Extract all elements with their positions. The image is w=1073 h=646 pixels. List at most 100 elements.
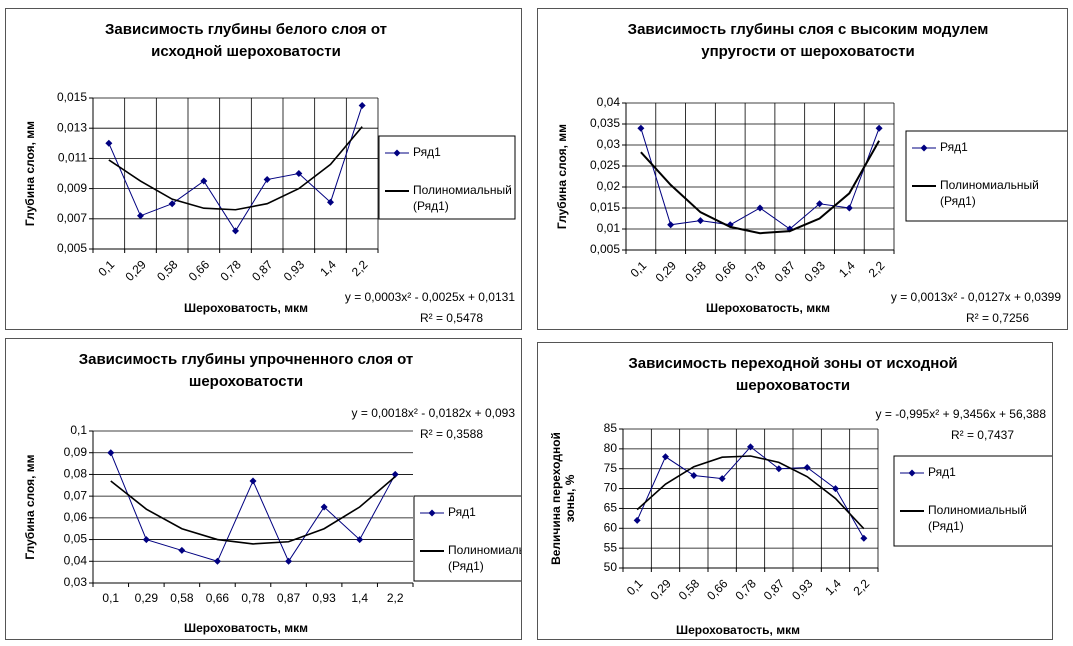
y-tick-label: 65 [604,501,618,515]
r-squared: R² = 0,5478 [420,311,483,325]
data-point [832,485,839,493]
data-point [860,534,868,542]
x-tick-label: 0,87 [761,576,788,603]
x-tick-label: 0,29 [653,258,680,285]
x-tick-label: 0,87 [249,257,276,284]
data-point [107,449,115,457]
x-tick-label: 0,93 [789,576,816,603]
data-point [637,124,645,132]
x-axis-title: Шероховатость, мкм [184,301,308,315]
data-point [662,453,669,461]
x-tick-label: 0,58 [154,257,181,284]
x-tick-label: 0,1 [95,257,117,279]
data-point [178,546,186,554]
legend-box [893,455,1052,547]
y-tick-label: 0,015 [590,200,620,214]
chart-panel: 0,03 0,04 0,05 0,06 0,07 0,08 0,09 0,1 0,1 0,29 0,… [5,338,522,640]
x-tick-label: 0,1 [628,258,650,280]
x-tick-label: 0,58 [170,591,194,605]
data-line [636,446,865,539]
x-tick-label: 0,1 [102,591,119,605]
x-tick-label: 0,58 [682,258,709,285]
data-point [696,217,704,225]
y-tick-label: 0,011 [58,151,87,165]
trend-line [636,455,865,530]
data-point [168,200,176,208]
x-tick-label: 0,29 [135,591,159,605]
chart-title: Зависимость глубины упрочненного слоя от… [78,351,414,390]
y-tick-label: 0,01 [597,221,621,235]
data-point [718,475,726,483]
x-tick-label: 1,4 [822,576,844,598]
chart: 0,03 0,04 0,05 0,06 0,07 0,08 0,09 0,1 0,1 0,29 0,… [23,406,521,635]
data-point [845,204,853,212]
x-tick-label: 0,1 [624,576,646,598]
x-tick-label: 0,66 [186,257,213,284]
y-tick-label: 0,005 [57,241,87,255]
y-tick-label: 0,015 [57,90,87,104]
y-tick-label: 0,08 [64,467,88,481]
trend-line [640,140,880,235]
data-point [358,102,366,110]
data-point [690,471,698,479]
data-point [803,464,811,472]
y-tick-label: 0,04 [597,95,621,109]
chart: 50 55 60 65 70 75 80 85 0,1 0,29 0,58 0,66 0,78 0,87 0… [549,407,1052,637]
x-tick-label: 0,93 [312,591,336,605]
chart-panel: 0,005 0,007 0,009 0,011 0,013 0,015 0,1 0,29 0,5… [5,8,522,330]
x-tick-label: 0,66 [712,258,739,285]
x-tick-label: 2,2 [850,576,872,598]
legend-label: Ряд1 [940,140,968,154]
data-point [232,227,239,235]
y-tick-label: 0,05 [64,532,88,546]
y-tick-label: 85 [604,421,618,435]
data-point [142,536,150,544]
r-squared: R² = 0,3588 [420,427,483,441]
data-point [356,536,364,544]
data-point [137,212,144,220]
legend-marker [428,509,436,517]
legend-box [378,135,516,220]
legend-label: Полиномиальный(Ряд1) [413,183,512,213]
data-point [249,477,257,485]
x-tick-label: 2,2 [866,258,888,280]
x-tick-label: 0,29 [647,576,674,603]
chart-title: Зависимость глубины белого слоя от исход… [105,21,387,60]
x-tick-label: 0,87 [277,591,301,605]
data-point [816,200,824,208]
y-axis-title: Глубина слоя, мм [555,124,569,229]
chart-panel: 0,005 0,01 0,015 0,02 0,025 0,03 0,035 0,04 0,1 0… [537,8,1068,330]
data-line [640,128,880,230]
trendline-equation: y = -0,995x² + 9,3456x + 56,388 [876,407,1047,421]
data-point [105,139,113,147]
data-point [633,516,641,524]
data-point [875,124,883,132]
y-tick-label: 0,035 [590,116,620,130]
y-tick-label: 55 [604,540,618,554]
y-tick-label: 50 [604,560,618,574]
y-tick-label: 0,06 [64,510,88,524]
x-tick-label: 2,2 [349,257,371,279]
r-squared: R² = 0,7256 [966,311,1029,325]
x-tick-label: 0,93 [802,258,829,285]
y-tick-label: 0,03 [64,575,88,589]
data-point [285,557,293,565]
legend-box [905,130,1067,222]
trendline-equation: y = 0,0018x² - 0,0182x + 0,093 [352,406,516,420]
y-tick-label: 75 [604,461,618,475]
x-tick-label: 0,93 [281,257,308,284]
legend-marker [908,469,916,477]
y-tick-label: 0,007 [57,211,87,225]
data-point [263,176,271,184]
legend-label: Полиномиальный(Ряд1) [928,503,1027,533]
chart-title: Зависимость глубины слоя с высоким модул… [627,21,989,60]
y-tick-label: 80 [604,441,618,455]
data-point [200,177,208,185]
legend-label: Полиномиальный(Ряд1) [448,543,521,573]
data-point [295,170,303,177]
y-tick-label: 0,07 [64,488,88,502]
y-tick-label: 70 [604,481,618,495]
chart-panel: 50 55 60 65 70 75 80 85 0,1 0,29 0,58 0,66 0,78 0,87 0… [537,342,1053,640]
x-tick-label: 0,78 [742,258,769,285]
